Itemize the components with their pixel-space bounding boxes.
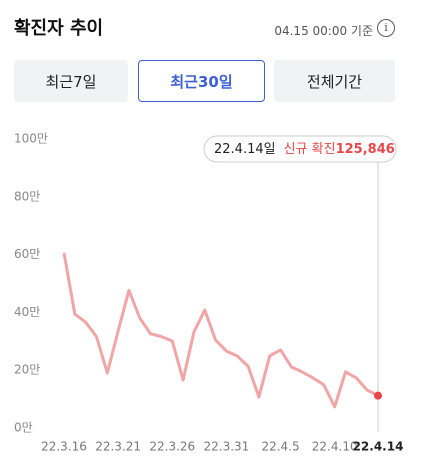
x-tick-label: 22.4.14 bbox=[353, 440, 404, 454]
x-tick-label: 22.3.26 bbox=[149, 440, 195, 454]
x-tick-label: 22.3.21 bbox=[95, 440, 141, 454]
x-tick-label: 22.4.10 bbox=[312, 440, 358, 454]
series-line bbox=[62, 252, 379, 409]
tab[interactable]: 최근30일 bbox=[138, 60, 265, 102]
y-tick-label: 80만 bbox=[14, 189, 40, 203]
y-tick-label: 20만 bbox=[14, 363, 40, 377]
timestamp: 04.15 00:00 기준 bbox=[274, 24, 373, 38]
tooltip-date: 22.4.14일 bbox=[214, 142, 276, 157]
x-tick-label: 22.4.5 bbox=[261, 440, 299, 454]
tooltip-value: 125,846 bbox=[336, 142, 395, 157]
x-tick-label: 22.3.16 bbox=[41, 440, 87, 454]
tab[interactable]: 전체기간 bbox=[274, 60, 395, 102]
y-tick-label: 100만 bbox=[14, 132, 48, 146]
y-tick-label: 60만 bbox=[14, 247, 40, 261]
x-tick-label: 22.3.31 bbox=[204, 440, 250, 454]
tab[interactable]: 최근7일 bbox=[14, 60, 128, 102]
last-point bbox=[374, 391, 382, 400]
section-title: 확진자 추이 bbox=[14, 18, 104, 39]
tooltip-box bbox=[203, 135, 397, 163]
y-tick-label: 0만 bbox=[14, 421, 33, 435]
info-button[interactable]: i bbox=[377, 19, 395, 37]
tooltip-label: 신규 확진 bbox=[284, 142, 336, 157]
tooltip: 22.4.14일 신규 확진125,846 bbox=[214, 142, 395, 157]
y-tick-label: 40만 bbox=[14, 305, 40, 319]
